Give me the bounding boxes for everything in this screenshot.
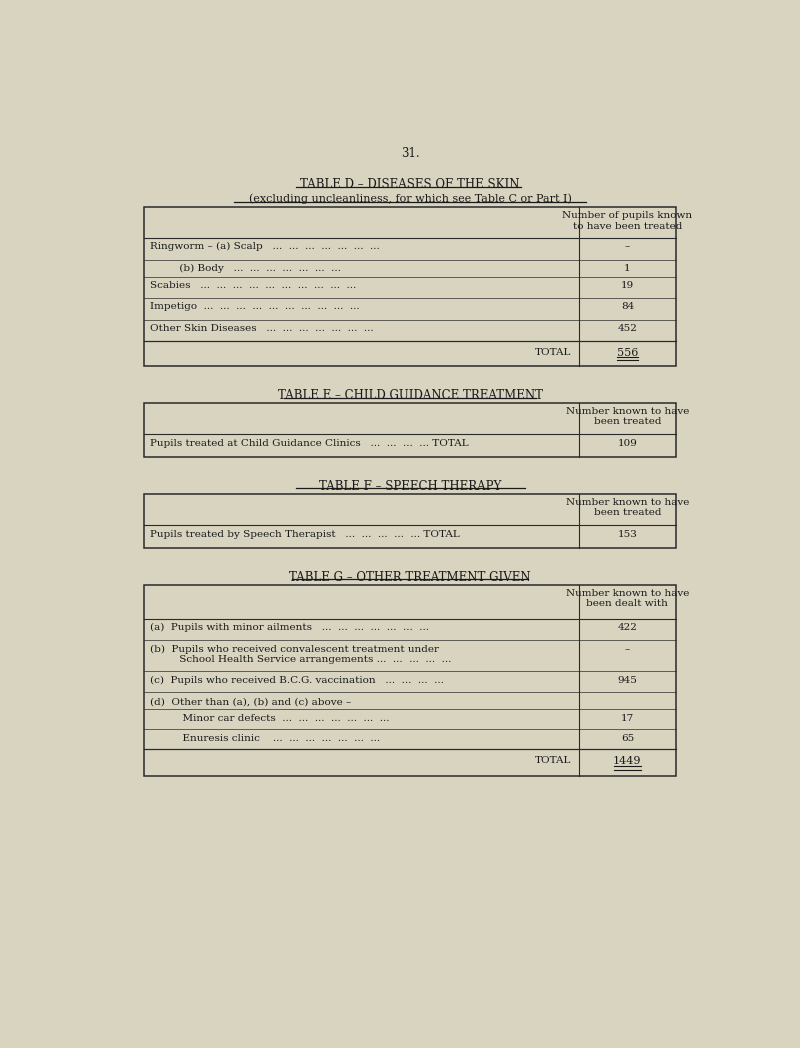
Text: (excluding uncleanliness, for which see Table C or Part I): (excluding uncleanliness, for which see … <box>249 194 571 204</box>
Text: TABLE F – SPEECH THERAPY: TABLE F – SPEECH THERAPY <box>319 480 501 493</box>
Bar <box>144 494 676 548</box>
Text: –: – <box>625 242 630 252</box>
Text: 31.: 31. <box>401 148 419 160</box>
Text: Pupils treated by Speech Therapist   ...  ...  ...  ...  ... TOTAL: Pupils treated by Speech Therapist ... .… <box>150 530 459 539</box>
Text: –: – <box>625 645 630 654</box>
Text: TABLE G – OTHER TREATMENT GIVEN: TABLE G – OTHER TREATMENT GIVEN <box>289 571 531 584</box>
Text: 1449: 1449 <box>613 757 642 766</box>
Text: 65: 65 <box>621 734 634 743</box>
Text: 19: 19 <box>621 281 634 289</box>
Text: 422: 422 <box>618 624 638 632</box>
Text: Ringworm – (a) Scalp   ...  ...  ...  ...  ...  ...  ...: Ringworm – (a) Scalp ... ... ... ... ...… <box>150 242 379 252</box>
Text: 109: 109 <box>618 439 638 449</box>
Text: Number known to have
been treated: Number known to have been treated <box>566 407 689 427</box>
Text: 556: 556 <box>617 348 638 357</box>
Text: (b)  Pupils who received convalescent treatment under: (b) Pupils who received convalescent tre… <box>150 645 438 654</box>
Text: (d)  Other than (a), (b) and (c) above –: (d) Other than (a), (b) and (c) above – <box>150 697 351 706</box>
Text: (a)  Pupils with minor ailments   ...  ...  ...  ...  ...  ...  ...: (a) Pupils with minor ailments ... ... .… <box>150 624 429 632</box>
Text: 945: 945 <box>618 676 638 684</box>
Text: Number of pupils known
to have been treated: Number of pupils known to have been trea… <box>562 212 693 231</box>
Text: (c)  Pupils who received B.C.G. vaccination   ...  ...  ...  ...: (c) Pupils who received B.C.G. vaccinati… <box>150 676 443 684</box>
Text: Number known to have
been treated: Number known to have been treated <box>566 498 689 517</box>
Text: Scabies   ...  ...  ...  ...  ...  ...  ...  ...  ...  ...: Scabies ... ... ... ... ... ... ... ... … <box>150 281 356 289</box>
Text: Number known to have
been dealt with: Number known to have been dealt with <box>566 589 689 608</box>
Text: Pupils treated at Child Guidance Clinics   ...  ...  ...  ... TOTAL: Pupils treated at Child Guidance Clinics… <box>150 439 468 449</box>
Text: School Health Service arrangements ...  ...  ...  ...  ...: School Health Service arrangements ... .… <box>150 655 451 663</box>
Text: TOTAL: TOTAL <box>535 757 571 765</box>
Text: TABLE E – CHILD GUIDANCE TREATMENT: TABLE E – CHILD GUIDANCE TREATMENT <box>278 389 542 402</box>
Text: Minor car defects  ...  ...  ...  ...  ...  ...  ...: Minor car defects ... ... ... ... ... ..… <box>150 714 389 723</box>
Text: 17: 17 <box>621 714 634 723</box>
Text: Enuresis clinic    ...  ...  ...  ...  ...  ...  ...: Enuresis clinic ... ... ... ... ... ... … <box>150 734 380 743</box>
Text: (b) Body   ...  ...  ...  ...  ...  ...  ...: (b) Body ... ... ... ... ... ... ... <box>150 264 341 272</box>
Text: 84: 84 <box>621 302 634 311</box>
Text: TABLE D – DISEASES OF THE SKIN: TABLE D – DISEASES OF THE SKIN <box>300 178 520 191</box>
Text: Other Skin Diseases   ...  ...  ...  ...  ...  ...  ...: Other Skin Diseases ... ... ... ... ... … <box>150 324 374 332</box>
Text: Impetigo  ...  ...  ...  ...  ...  ...  ...  ...  ...  ...: Impetigo ... ... ... ... ... ... ... ...… <box>150 302 359 311</box>
Bar <box>144 208 676 366</box>
Bar <box>144 403 676 457</box>
Text: 153: 153 <box>618 530 638 539</box>
Text: 452: 452 <box>618 324 638 332</box>
Bar <box>144 585 676 776</box>
Text: 1: 1 <box>624 264 630 272</box>
Text: TOTAL: TOTAL <box>535 348 571 356</box>
